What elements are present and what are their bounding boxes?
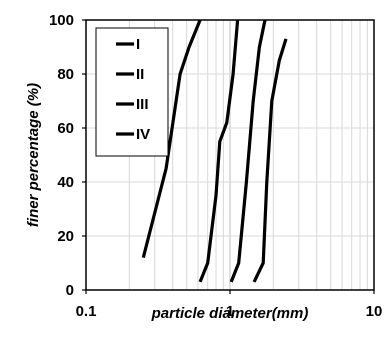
- y-tick-label: 0: [66, 282, 74, 299]
- y-tick-label: 40: [57, 174, 74, 191]
- series-line-iii: [229, 19, 267, 283]
- y-tick-label: 80: [57, 66, 74, 83]
- y-tick-label: 20: [57, 228, 74, 245]
- series-lines: [141, 19, 288, 283]
- x-axis-title: particle diameter(mm): [151, 305, 309, 322]
- series-line-iv: [252, 38, 288, 283]
- x-tick-label: 10: [366, 303, 383, 320]
- series-line-ii: [198, 19, 240, 283]
- series-line-i: [141, 19, 202, 258]
- legend-label: III: [136, 96, 149, 113]
- x-tick-label: 0.1: [76, 303, 97, 320]
- legend-label: IV: [136, 126, 150, 143]
- legend-label: I: [136, 36, 140, 53]
- y-tick-label: 60: [57, 120, 74, 137]
- legend-box: [95, 27, 169, 157]
- legend-label: II: [136, 66, 144, 83]
- y-tick-label: 100: [49, 12, 74, 29]
- x-tick-label: 1: [226, 303, 234, 320]
- y-axis-title: finer percentage (%): [25, 83, 42, 227]
